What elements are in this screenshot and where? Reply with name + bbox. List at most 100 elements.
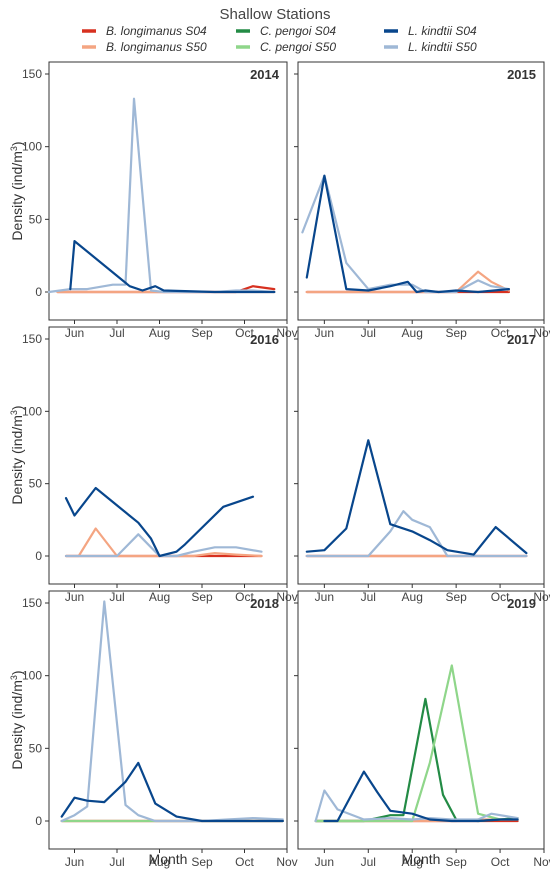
y-axis-label-close: ) [9, 141, 25, 146]
legend-label: C. pengoi S04 [260, 24, 336, 38]
series-line-l-kindtii-s50 [64, 533, 263, 558]
series-line-l-kindtii-s04 [305, 174, 510, 294]
series-line-l-kindtii-s50 [47, 97, 276, 294]
x-axis-label: Month [402, 851, 441, 867]
series-line-l-kindtii-s04 [64, 486, 255, 558]
year-label: 2018 [250, 596, 279, 611]
y-tick-label: 50 [29, 741, 43, 755]
y-tick-label: 150 [22, 332, 42, 346]
y-axis-label-main: Density (ind/m [9, 151, 25, 240]
x-tick-label: Jul [109, 326, 124, 340]
x-tick-label: Jul [109, 855, 124, 869]
series-line-l-kindtii-s50 [314, 789, 519, 823]
x-tick-label: Sep [445, 326, 467, 340]
x-tick-label: Sep [191, 326, 213, 340]
x-tick-label: Jun [315, 590, 334, 604]
y-tick-label: 50 [29, 477, 43, 491]
x-tick-label: Aug [402, 326, 423, 340]
series-line-b-longimanus-s50 [64, 527, 263, 558]
legend-label: B. longimanus S04 [106, 24, 207, 38]
x-tick-label: Aug [149, 590, 170, 604]
panel-frame [48, 590, 288, 850]
x-tick-label: Nov [533, 590, 550, 604]
x-tick-label: Nov [276, 855, 297, 869]
x-tick-label: Aug [402, 590, 423, 604]
y-axis-label: Density (ind/m3) [9, 670, 25, 769]
x-tick-label: Aug [149, 855, 170, 869]
x-tick-label: Oct [491, 590, 510, 604]
x-tick-label: Aug [149, 326, 170, 340]
year-label: 2019 [507, 596, 536, 611]
y-tick-label: 0 [35, 285, 42, 299]
x-tick-label: Nov [533, 855, 550, 869]
series-line-l-kindtii-s50 [305, 510, 528, 558]
y-tick-label: 100 [22, 140, 42, 154]
y-axis-label: Density (ind/m3) [9, 141, 25, 240]
y-tick-label: 150 [22, 67, 42, 81]
x-tick-label: Aug [402, 855, 423, 869]
series-line-l-kindtii-s50 [60, 600, 284, 823]
legend-label: C. pengoi S50 [260, 40, 336, 54]
x-tick-label: Jun [65, 326, 84, 340]
y-axis-label-sup: 3 [9, 410, 19, 415]
x-tick-label: Jun [65, 855, 84, 869]
panel-frame [297, 61, 545, 321]
x-tick-label: Jun [65, 590, 84, 604]
panel-2015: Jun Jul Aug Sep Oct Nov 2015 [294, 61, 550, 340]
y-tick-label: 0 [35, 549, 42, 563]
x-axis-label: Month [149, 851, 188, 867]
panel-2019: JunJulAugSepOctNov2019 [294, 590, 550, 869]
panel-frame [48, 61, 288, 321]
y-axis-label-main: Density (ind/m [9, 415, 25, 504]
year-label: 2014 [250, 67, 280, 82]
year-label: 2015 [507, 67, 536, 82]
y-tick-label: 0 [35, 814, 42, 828]
x-tick-label: Oct [491, 326, 510, 340]
y-axis-label: Density (ind/m3) [9, 405, 25, 504]
x-tick-label: Jun [315, 326, 334, 340]
x-tick-label: Jul [361, 326, 376, 340]
x-tick-label: Sep [445, 855, 467, 869]
x-tick-label: Oct [235, 326, 254, 340]
panels: 0 50 100 150 Jun Jul Aug Sep Oct Nov 2014 Jun Jul Aug… [22, 61, 550, 869]
legend: B. longimanus S04 B. longimanus S50 C. pen… [82, 24, 477, 54]
y-tick-label: 50 [29, 212, 43, 226]
x-tick-label: Oct [235, 590, 254, 604]
legend-label: L. kindtii S04 [408, 24, 477, 38]
legend-label: L. kindtii S50 [408, 40, 477, 54]
x-tick-label: Nov [533, 326, 550, 340]
y-axis-label-close: ) [9, 670, 25, 675]
y-tick-label: 150 [22, 596, 42, 610]
panel-2018: 0 50 100 150 Jun Jul Aug Sep Oct Nov 2018 [22, 590, 298, 869]
series-line-l-kindtii-s04 [69, 240, 276, 294]
y-tick-label: 100 [22, 404, 42, 418]
y-tick-label: 100 [22, 669, 42, 683]
x-tick-label: Jul [361, 855, 376, 869]
panel-frame [297, 590, 545, 850]
y-axis-label-sup: 3 [9, 675, 19, 680]
x-tick-label: Sep [191, 855, 213, 869]
x-tick-label: Jul [109, 590, 124, 604]
x-tick-label: Sep [191, 590, 213, 604]
legend-label: B. longimanus S50 [106, 40, 207, 54]
panel-frame [48, 326, 288, 585]
panel-frame [297, 326, 545, 585]
series-line-c-pengoi-s50 [314, 664, 519, 823]
y-axis-label-main: Density (ind/m [9, 680, 25, 769]
panel-2017: JunJulAugSepOctNov2017 [294, 326, 550, 604]
x-tick-label: Oct [235, 855, 254, 869]
y-axis-label-close: ) [9, 405, 25, 410]
series-line-l-kindtii-s04 [323, 770, 519, 823]
series-line-l-kindtii-s50 [301, 174, 510, 294]
x-tick-label: Sep [445, 590, 467, 604]
series-line-l-kindtii-s04 [60, 761, 284, 823]
y-axis-label-sup: 3 [9, 146, 19, 151]
year-label: 2017 [507, 332, 536, 347]
x-tick-label: Jun [315, 855, 334, 869]
x-tick-label: Oct [491, 855, 510, 869]
year-label: 2016 [250, 332, 279, 347]
